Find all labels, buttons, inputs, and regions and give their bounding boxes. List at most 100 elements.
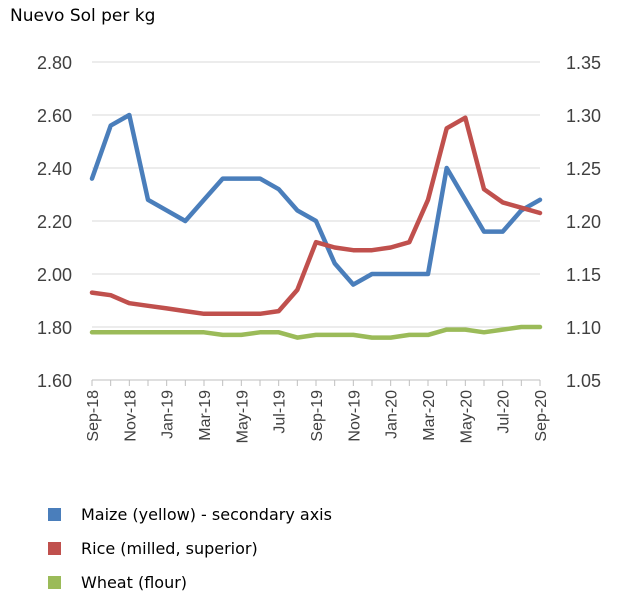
data-point	[183, 219, 187, 223]
legend-item-rice: Rice (milled, superior)	[48, 531, 332, 565]
data-point	[463, 198, 467, 202]
x-tick-label: Jul-20	[496, 390, 513, 434]
data-point	[482, 230, 486, 234]
x-tick-label: Jul-19	[272, 390, 289, 434]
data-point	[501, 230, 505, 234]
data-point	[351, 248, 355, 252]
data-point	[389, 336, 393, 340]
x-tick-label: Mar-20	[421, 390, 438, 441]
data-point	[426, 198, 430, 202]
data-point	[146, 304, 150, 308]
legend-swatch-wheat	[48, 575, 61, 589]
legend-label-rice: Rice (milled, superior)	[81, 538, 258, 558]
data-point	[165, 208, 169, 212]
data-point	[258, 312, 262, 316]
data-point	[239, 312, 243, 316]
data-point	[351, 283, 355, 287]
x-tick-label: Jan-20	[384, 390, 401, 439]
legend-item-wheat: Wheat (flour)	[48, 565, 332, 599]
data-point	[109, 330, 113, 334]
x-tick-label: May-20	[458, 390, 475, 443]
data-point	[221, 312, 225, 316]
y-tick-label: 2.40	[37, 159, 72, 179]
data-point	[146, 198, 150, 202]
data-point	[90, 330, 94, 334]
y-tick-label: 2.00	[37, 265, 72, 285]
y-tick-label: 2.80	[37, 53, 72, 73]
data-point	[445, 126, 449, 130]
data-point	[314, 333, 318, 337]
data-point	[127, 113, 131, 117]
data-point	[90, 291, 94, 295]
data-point	[165, 306, 169, 310]
y-axis-unit-label: Nuevo Sol per kg	[10, 6, 156, 26]
x-tick-label: Nov-19	[346, 390, 363, 442]
data-point	[127, 301, 131, 305]
data-point	[314, 219, 318, 223]
data-point	[239, 333, 243, 337]
y2-tick-label: 1.20	[566, 212, 601, 232]
data-point	[258, 330, 262, 334]
data-point	[370, 336, 374, 340]
data-point	[445, 328, 449, 332]
y-tick-label: 1.60	[37, 371, 72, 391]
data-point	[407, 333, 411, 337]
data-point	[407, 240, 411, 244]
data-point	[482, 330, 486, 334]
data-point	[389, 272, 393, 276]
data-point	[482, 187, 486, 191]
data-point	[202, 198, 206, 202]
data-point	[426, 333, 430, 337]
y2-tick-label: 1.30	[566, 106, 601, 126]
y2-tick-label: 1.10	[566, 318, 601, 338]
data-point	[501, 328, 505, 332]
data-point	[221, 333, 225, 337]
y-tick-label: 2.60	[37, 106, 72, 126]
x-tick-label: Sep-19	[309, 390, 326, 442]
y-tick-label: 2.20	[37, 212, 72, 232]
data-point	[445, 166, 449, 170]
data-point	[370, 272, 374, 276]
x-tick-label: Sep-20	[533, 390, 550, 442]
data-point	[351, 333, 355, 337]
data-point	[407, 272, 411, 276]
data-point	[295, 336, 299, 340]
data-point	[90, 177, 94, 181]
y2-tick-label: 1.05	[566, 371, 601, 391]
data-point	[277, 330, 281, 334]
data-point	[519, 325, 523, 329]
x-tick-label: Jan-19	[160, 390, 177, 439]
data-point	[370, 248, 374, 252]
x-tick-label: Mar-19	[197, 390, 214, 441]
y2-tick-label: 1.15	[566, 265, 601, 285]
data-point	[165, 330, 169, 334]
x-tick-label: May-19	[234, 390, 251, 443]
data-point	[501, 200, 505, 204]
data-point	[538, 211, 542, 215]
data-point	[463, 328, 467, 332]
data-point	[277, 187, 281, 191]
data-point	[426, 272, 430, 276]
chart-legend: Maize (yellow) - secondary axis Rice (mi…	[48, 497, 332, 599]
y2-tick-label: 1.35	[566, 53, 601, 73]
data-point	[146, 330, 150, 334]
y2-tick-label: 1.25	[566, 159, 601, 179]
legend-label-maize: Maize (yellow) - secondary axis	[81, 504, 332, 524]
data-point	[333, 261, 337, 265]
data-point	[202, 312, 206, 316]
data-point	[277, 309, 281, 313]
data-point	[314, 240, 318, 244]
legend-swatch-rice	[48, 541, 61, 555]
data-point	[183, 330, 187, 334]
x-tick-label: Nov-18	[122, 390, 139, 442]
data-point	[109, 293, 113, 297]
data-point	[333, 246, 337, 249]
data-point	[258, 177, 262, 181]
legend-item-maize: Maize (yellow) - secondary axis	[48, 497, 332, 531]
data-point	[519, 206, 523, 210]
data-point	[295, 288, 299, 292]
data-point	[333, 333, 337, 337]
legend-swatch-maize	[48, 507, 61, 521]
data-point	[295, 208, 299, 212]
